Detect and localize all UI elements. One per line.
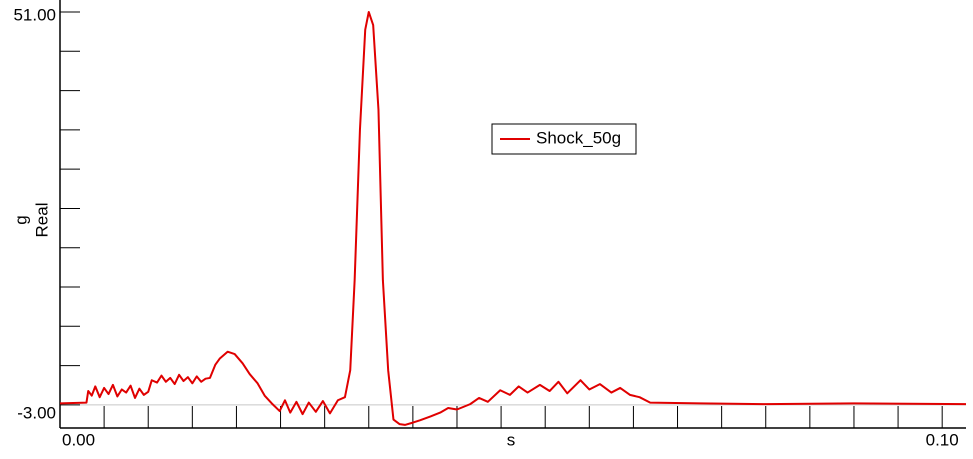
y-axis-unit: g [11, 215, 30, 224]
legend-label: Shock_50g [536, 128, 621, 147]
y-tick-label: 51.00 [13, 5, 56, 24]
x-axis-label: s [507, 430, 516, 449]
x-tick-label: 0.00 [62, 430, 95, 449]
x-tick-label: 0.10 [926, 430, 959, 449]
y-axis-label: Real [32, 203, 51, 238]
y-tick-label: -3.00 [17, 403, 56, 422]
data-line [59, 11, 967, 426]
